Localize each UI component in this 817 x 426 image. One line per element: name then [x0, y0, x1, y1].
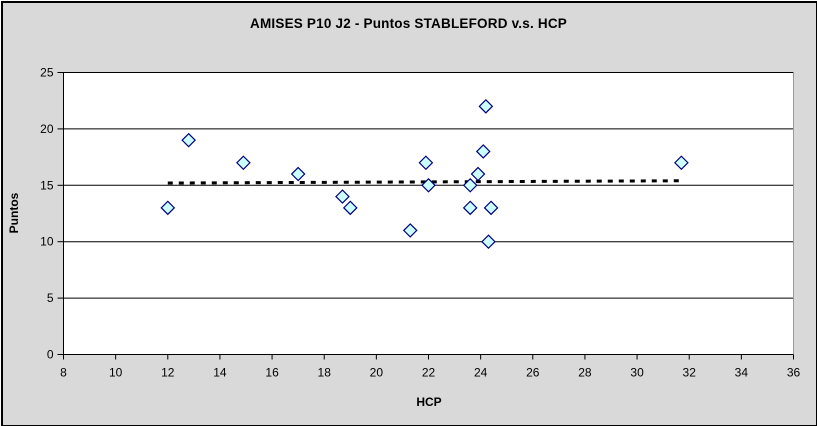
y-tick-label: 25	[40, 66, 54, 80]
data-point-marker	[160, 200, 176, 216]
data-point-marker	[418, 155, 434, 171]
trendline	[167, 179, 679, 185]
x-tick-label: 26	[526, 366, 540, 380]
y-tick-label: 10	[40, 235, 54, 249]
data-point-marker	[483, 200, 499, 216]
x-tick-label: 30	[630, 366, 644, 380]
data-point-marker	[470, 166, 486, 182]
data-point-marker	[462, 177, 478, 193]
y-axis-title: Puntos	[7, 192, 21, 234]
data-point-marker	[421, 177, 436, 193]
data-point-marker	[475, 144, 491, 159]
x-tick-label: 34	[735, 366, 749, 380]
x-tick-label: 8	[60, 366, 67, 380]
y-tick-label: 0	[47, 348, 54, 362]
data-point-marker	[335, 189, 350, 204]
y-tick-label: 5	[47, 291, 54, 305]
x-tick-label: 18	[318, 366, 332, 380]
x-tick-label: 20	[370, 366, 384, 380]
data-point-marker	[290, 166, 306, 182]
x-axis-title: HCP	[416, 395, 442, 409]
data-point-marker	[342, 200, 358, 216]
x-tick-label: 12	[161, 366, 175, 380]
x-tick-label: 16	[265, 366, 279, 380]
data-point-marker	[181, 132, 196, 148]
x-tick-label: 14	[213, 366, 227, 380]
y-tick-label: 15	[40, 178, 54, 192]
x-tick-label: 28	[578, 366, 592, 380]
plot-background	[63, 72, 794, 355]
data-point-marker	[478, 98, 494, 114]
chart-title: AMISES P10 J2 - Puntos STABLEFORD v.s. H…	[250, 16, 567, 31]
x-tick-label: 36	[787, 366, 801, 380]
x-tick-label: 24	[474, 366, 488, 380]
x-tick-label: 22	[422, 366, 436, 380]
x-tick-label: 32	[683, 366, 697, 380]
y-tick-label: 20	[40, 122, 54, 136]
data-point-marker	[481, 234, 496, 250]
data-point-marker	[462, 200, 478, 216]
data-point-marker	[236, 155, 251, 171]
data-point-marker	[402, 223, 418, 238]
data-point-marker	[674, 155, 689, 171]
x-tick-label: 10	[109, 366, 123, 380]
